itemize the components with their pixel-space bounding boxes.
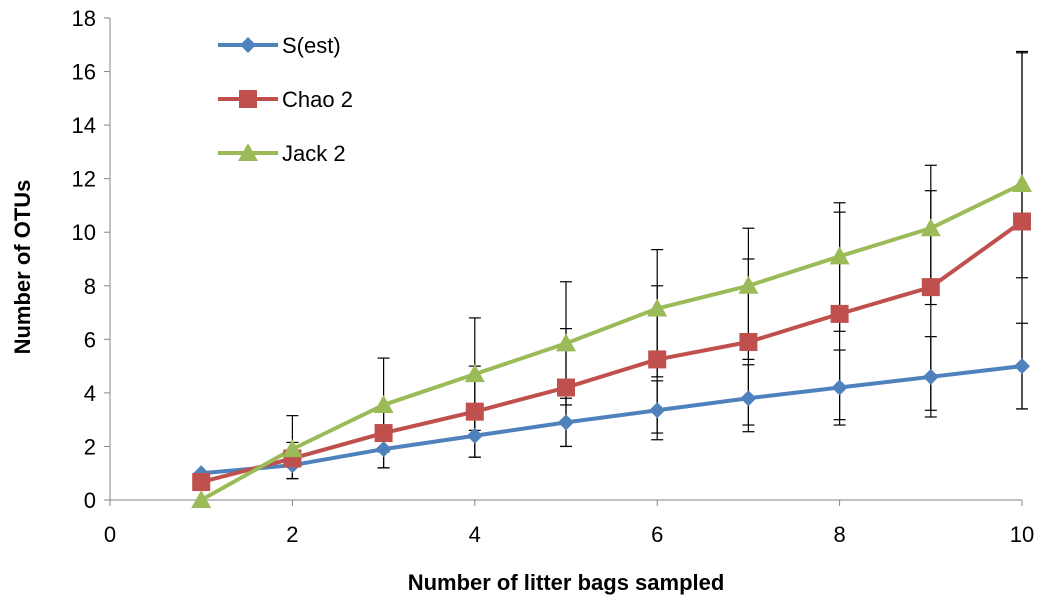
x-tick-label: 6 [651,522,663,547]
y-tick-label: 14 [72,113,96,138]
data-point-diamond [558,414,574,431]
data-point-triangle [920,218,941,237]
legend-marker-triangle [238,143,258,161]
data-point-triangle [738,275,759,294]
data-point-diamond [1014,358,1030,375]
series-markers-layer [191,174,1032,508]
data-point-square [374,424,393,443]
series-line-0 [201,364,1023,476]
data-point-square [192,473,211,492]
data-point-diamond [831,379,848,396]
axes-layer [104,17,1023,506]
data-point-triangle [464,364,485,383]
data-point-diamond [922,368,939,385]
series-line-2 [200,182,1023,502]
y-axis-title: Number of OTUs [10,180,35,355]
y-tick-label: 8 [84,274,96,299]
data-point-triangle [647,298,668,317]
x-tick-label: 4 [469,522,481,547]
y-tick-label: 4 [84,381,96,406]
data-point-diamond [375,441,392,458]
y-tick-label: 10 [72,220,96,245]
data-point-diamond [740,390,757,407]
data-point-square [739,333,758,352]
data-point-square [648,350,667,369]
legend-label: S(est) [282,33,341,58]
x-tick-label: 2 [286,522,298,547]
data-point-square [1013,212,1031,231]
legend-marker-diamond [240,37,256,53]
legend-label: Jack 2 [282,141,346,166]
data-point-diamond [649,402,666,419]
legend-label: Chao 2 [282,87,353,112]
y-tick-label: 0 [84,488,96,513]
tick-labels-layer: 0 2 4 6 8 10 12 14 16 18 0 2 4 6 8 10 [72,6,1035,547]
data-point-triangle [373,394,394,413]
data-point-square [921,278,940,297]
data-point-triangle [191,490,212,508]
series-lines-layer [200,182,1024,502]
legend: S(est) Chao 2 Jack 2 [218,33,353,166]
legend-marker-square [239,90,257,108]
data-point-triangle [556,333,576,352]
data-point-triangle [1012,174,1032,193]
x-tick-label: 8 [833,522,845,547]
data-point-diamond [466,427,483,444]
y-tick-label: 6 [84,327,96,352]
data-point-triangle [829,246,850,265]
data-point-square [557,378,575,397]
series-line-1 [200,219,1024,484]
data-point-triangle [282,439,303,458]
x-tick-label: 0 [104,522,116,547]
data-point-square [465,402,484,421]
y-tick-label: 12 [72,167,96,192]
y-tick-label: 16 [72,60,96,85]
x-tick-label: 10 [1010,522,1034,547]
x-axis-title: Number of litter bags sampled [408,570,725,595]
y-tick-label: 2 [84,434,96,459]
y-tick-label: 18 [72,6,96,31]
data-point-square [830,304,849,323]
